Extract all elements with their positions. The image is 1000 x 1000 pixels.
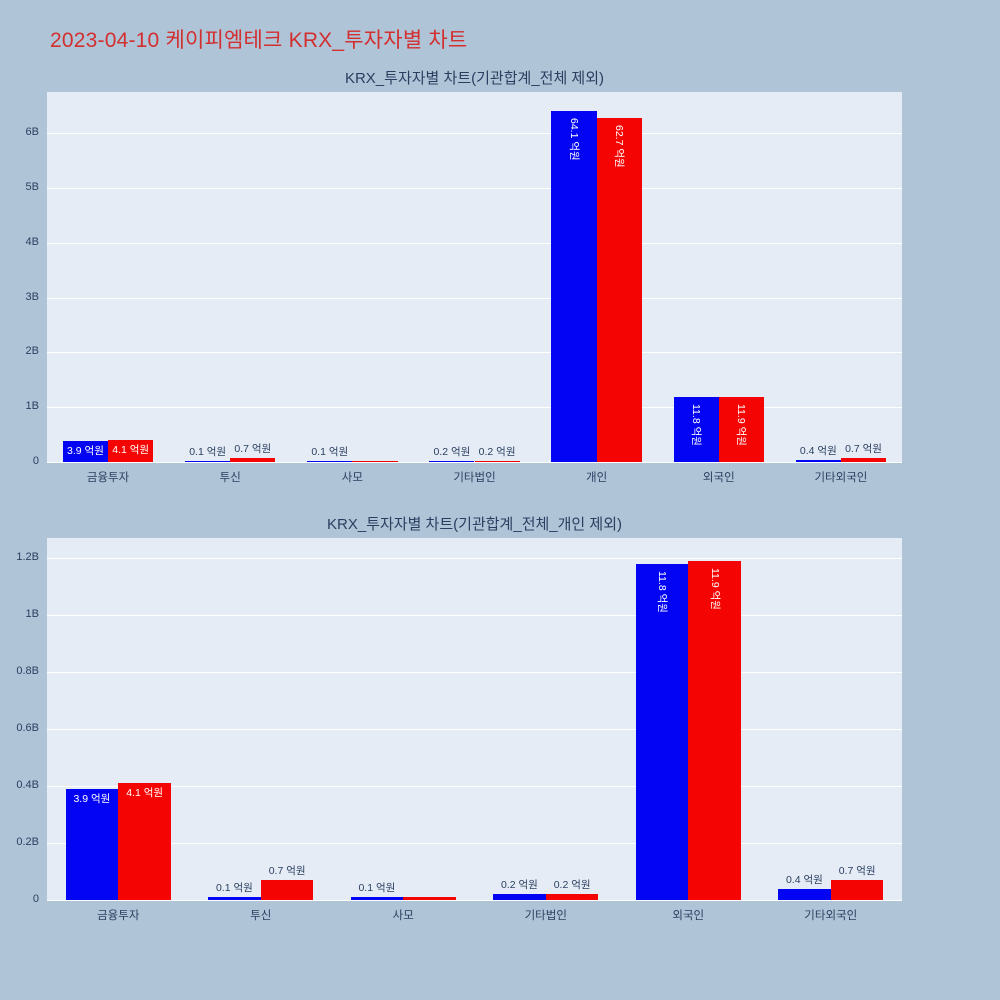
gridline bbox=[47, 671, 902, 673]
y-axis-tick: 2B bbox=[25, 345, 39, 358]
x-axis-category: 금융투자 bbox=[97, 910, 140, 922]
y-axis-tick: 5B bbox=[25, 180, 39, 193]
y-axis-tick: 6B bbox=[25, 126, 39, 139]
bar-value-label: 0.1 억원 bbox=[215, 882, 253, 895]
bar-value-label: 0.4 억원 bbox=[785, 873, 823, 886]
bar-value-label: 0.7 억원 bbox=[845, 443, 882, 456]
bar-value-label: 0.7 억원 bbox=[268, 865, 306, 878]
bar-value-label: 0.2 억원 bbox=[478, 445, 516, 458]
x-axis-category: 외국인 bbox=[672, 910, 705, 922]
y-axis-tick: 1B bbox=[25, 607, 39, 620]
x-axis-category: 기타외국인 bbox=[814, 472, 868, 484]
x-axis-category: 기타법인 bbox=[524, 910, 567, 922]
y-axis-tick: 0.4B bbox=[16, 778, 39, 791]
x-axis-category: 기타법인 bbox=[453, 472, 496, 484]
x-axis-category: 기타외국인 bbox=[804, 910, 858, 922]
bar-value-label: 0.1 억원 bbox=[189, 446, 227, 459]
bar-blue-금융투자 bbox=[65, 788, 119, 900]
gridline bbox=[47, 900, 902, 901]
bar-red-투신 bbox=[230, 458, 276, 462]
bar-red-외국인 bbox=[688, 560, 741, 900]
bar-value-label: 0.2 억원 bbox=[433, 445, 471, 458]
bar-blue-기타법인 bbox=[429, 460, 475, 462]
bar-value-label: 11.8 억원 bbox=[690, 404, 703, 447]
x-axis-category: 사모 bbox=[392, 910, 414, 922]
gridline bbox=[47, 297, 902, 299]
bar-blue-투신 bbox=[208, 897, 261, 900]
bar-red-개인 bbox=[596, 118, 642, 462]
bar-blue-기타외국인 bbox=[795, 459, 841, 462]
bar-blue-기타외국인 bbox=[778, 888, 831, 900]
gridline bbox=[47, 614, 902, 616]
y-axis-tick: 0 bbox=[32, 455, 39, 467]
x-axis-category: 외국인 bbox=[702, 472, 735, 484]
bar-red-기타법인 bbox=[545, 894, 599, 900]
y-axis-tick: 0 bbox=[32, 893, 39, 905]
bar-blue-기타법인 bbox=[493, 894, 546, 900]
y-axis-tick: 3B bbox=[25, 290, 39, 303]
bar-red-금융투자 bbox=[118, 783, 171, 900]
chart-title: KRX_투자자별 차트(기관합계_전체_개인 제외) bbox=[327, 516, 622, 533]
gridline bbox=[47, 242, 902, 244]
chart-investor-all: KRX_투자자별 차트(기관합계_전체 제외) 0 1B 2B 3B 4B 5B 6B 금융투… bbox=[26, 70, 902, 484]
bar-value-label: 4.1 억원 bbox=[112, 443, 150, 456]
gridline bbox=[47, 557, 902, 559]
y-axis-tick: 1B bbox=[25, 400, 39, 413]
x-axis-category: 사모 bbox=[341, 472, 363, 484]
bar-blue-외국인 bbox=[673, 397, 719, 462]
y-axis-tick: 1.2B bbox=[16, 550, 39, 563]
bar-red-외국인 bbox=[718, 396, 764, 462]
bar-value-label: 3.9 억원 bbox=[73, 792, 111, 805]
bar-blue-사모 bbox=[307, 461, 353, 462]
gridline bbox=[47, 842, 902, 844]
bar-value-label: 0.7 억원 bbox=[838, 865, 876, 878]
bar-value-label: 11.8 억원 bbox=[655, 570, 668, 613]
bar-value-label: 0.2 억원 bbox=[500, 879, 538, 892]
bar-red-기타외국인 bbox=[840, 458, 887, 462]
gridline bbox=[47, 187, 902, 189]
bar-red-투신 bbox=[260, 880, 314, 900]
y-axis-tick: 4B bbox=[25, 235, 39, 248]
bar-blue-사모 bbox=[350, 897, 404, 900]
bar-red-기타외국인 bbox=[830, 880, 884, 900]
bar-value-label: 11.9 억원 bbox=[735, 403, 748, 446]
bar-blue-외국인 bbox=[635, 563, 689, 900]
bar-value-label: 11.9 억원 bbox=[708, 567, 721, 610]
bar-value-label: 4.1 억원 bbox=[126, 787, 164, 800]
bar-value-label: 62.7 억원 bbox=[613, 125, 626, 168]
chart-investor-excl-individual: KRX_투자자별 차트(기관합계_전체_개인 제외) 0 0.2B 0.4B 0.6B… bbox=[16, 516, 902, 922]
gridline bbox=[47, 407, 902, 409]
x-axis-category: 투신 bbox=[250, 910, 272, 922]
gridline bbox=[47, 133, 902, 135]
bar-blue-개인 bbox=[551, 110, 597, 462]
x-axis-category: 개인 bbox=[586, 472, 608, 484]
bar-red-금융투자 bbox=[108, 439, 154, 462]
bar-value-label: 0.2 억원 bbox=[553, 879, 591, 892]
bar-value-label: 3.9 억원 bbox=[67, 444, 104, 457]
gridline bbox=[47, 785, 902, 787]
x-axis-category: 투신 bbox=[219, 472, 241, 484]
bar-value-label: 0.1 억원 bbox=[311, 446, 349, 459]
gridline bbox=[47, 728, 902, 730]
bar-red-기타법인 bbox=[474, 460, 520, 462]
bar-value-label: 0.1 억원 bbox=[358, 882, 396, 895]
bar-value-label: 0.4 억원 bbox=[799, 444, 837, 457]
bar-value-label: 64.1 억원 bbox=[568, 117, 581, 161]
gridline bbox=[47, 352, 902, 354]
gridline bbox=[47, 462, 902, 463]
y-axis-tick: 0.6B bbox=[16, 721, 39, 734]
bar-red-사모 bbox=[352, 461, 398, 462]
bar-value-label: 0.7 억원 bbox=[234, 443, 272, 456]
bar-red-사모 bbox=[403, 897, 456, 900]
y-axis-tick: 0.8B bbox=[16, 664, 39, 677]
chart-title: KRX_투자자별 차트(기관합계_전체 제외) bbox=[344, 70, 605, 87]
page-title: 2023-04-10 케이피엠테크 KRX_투자자별 차트 bbox=[50, 29, 468, 52]
bar-blue-투신 bbox=[185, 461, 231, 462]
x-axis-category: 금융투자 bbox=[86, 472, 130, 484]
bar-blue-금융투자 bbox=[62, 440, 109, 462]
y-axis-tick: 0.2B bbox=[16, 835, 39, 848]
